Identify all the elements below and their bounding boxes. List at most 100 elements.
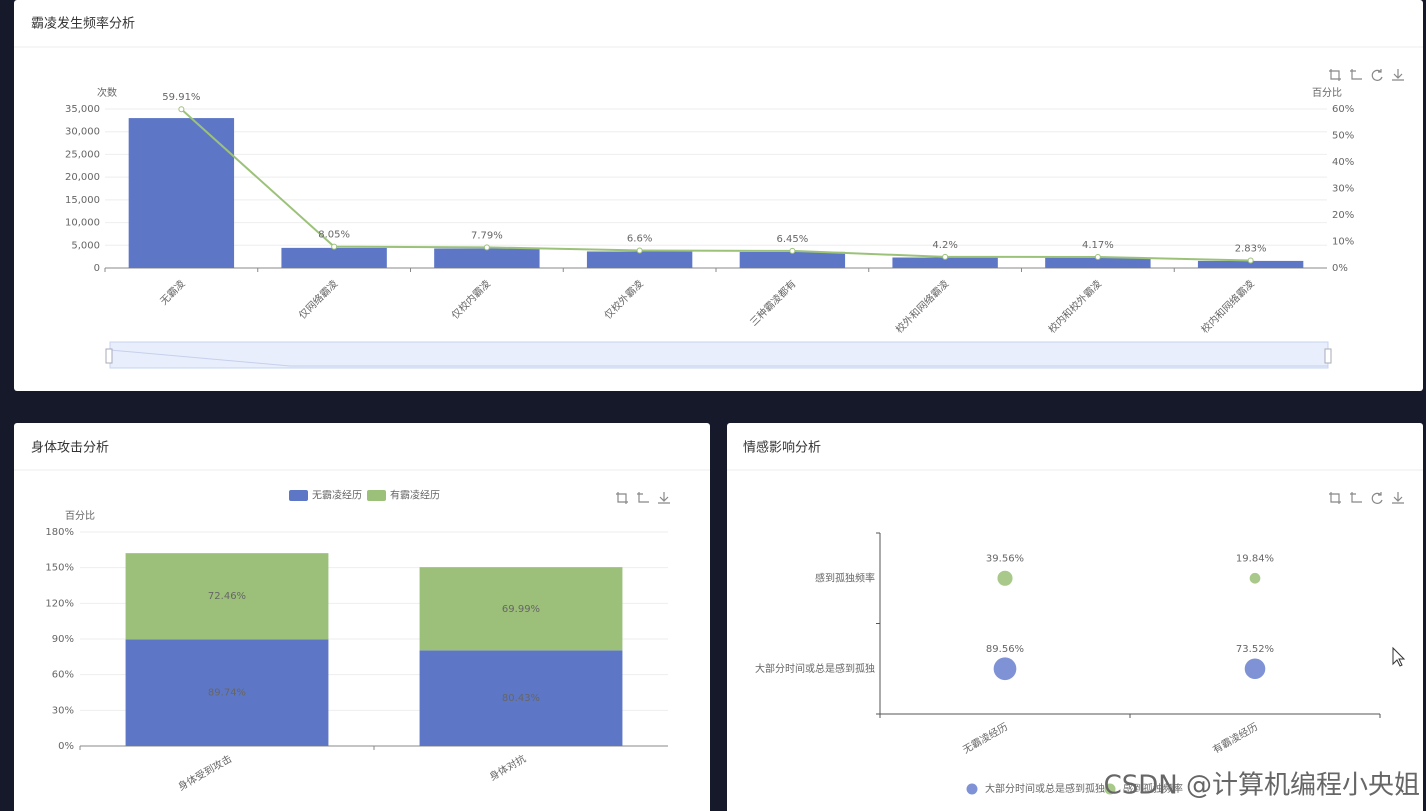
data-label: 89.74% bbox=[208, 688, 246, 699]
cursor bbox=[1392, 646, 1406, 667]
line-point bbox=[636, 247, 643, 254]
y-tick-label: 5,000 bbox=[71, 240, 100, 251]
data-zoom[interactable] bbox=[105, 341, 1332, 369]
data-label: 6.6% bbox=[627, 234, 652, 245]
y-tick-label: 25,000 bbox=[65, 149, 100, 160]
line-point bbox=[178, 106, 185, 113]
panel-title: 身体攻击分析 bbox=[31, 440, 109, 456]
legend-label[interactable]: 无霸凌经历 bbox=[312, 489, 362, 502]
watermark: CSDN @计算机编程小央姐 bbox=[1104, 771, 1420, 801]
bar bbox=[128, 118, 235, 268]
toolboxes bbox=[616, 69, 1404, 504]
toolbox-icon[interactable] bbox=[1350, 492, 1362, 503]
y2-tick-label: 40% bbox=[1332, 157, 1354, 168]
panel-title: 情感影响分析 bbox=[743, 440, 821, 456]
bar bbox=[892, 257, 998, 268]
line-point bbox=[942, 253, 949, 260]
toolbox-icon[interactable] bbox=[658, 492, 670, 504]
legend-label[interactable]: 感到孤独频率 bbox=[1123, 782, 1183, 795]
y-tick-label: 大部分时间或总是感到孤独 bbox=[755, 662, 875, 675]
line bbox=[180, 108, 1251, 262]
y-tick-label: 0 bbox=[94, 263, 100, 274]
y-tick-label: 30,000 bbox=[65, 127, 100, 138]
bar-segment bbox=[419, 567, 623, 651]
line-point bbox=[331, 243, 338, 250]
toolbox-icon[interactable] bbox=[1371, 492, 1383, 504]
y2-tick-label: 0% bbox=[1332, 263, 1348, 274]
y-tick-label: 60% bbox=[52, 670, 74, 681]
bar bbox=[434, 248, 540, 268]
bubble bbox=[1249, 572, 1261, 584]
data-label: 6.45% bbox=[776, 234, 808, 245]
data-label: 7.79% bbox=[471, 230, 503, 241]
bubble bbox=[1244, 658, 1266, 680]
data-label: 80.43% bbox=[502, 693, 540, 704]
data-label: 4.17% bbox=[1082, 240, 1114, 251]
y2-tick-label: 10% bbox=[1332, 237, 1354, 248]
toolbox-icon[interactable] bbox=[637, 492, 649, 503]
toolbox-icon[interactable] bbox=[1350, 69, 1362, 80]
legend-swatch[interactable] bbox=[367, 490, 386, 501]
data-label: 89.56% bbox=[986, 644, 1024, 655]
data-label: 4.2% bbox=[932, 240, 957, 251]
zoom-handle[interactable] bbox=[1324, 348, 1332, 364]
data-label: 72.46% bbox=[208, 591, 246, 602]
bubble bbox=[997, 570, 1013, 586]
y-tick-label: 120% bbox=[45, 598, 74, 609]
data-label: 69.99% bbox=[502, 604, 540, 615]
legend-swatch[interactable] bbox=[1104, 783, 1116, 795]
y-tick-label: 90% bbox=[52, 634, 74, 645]
zoom-track[interactable] bbox=[109, 341, 1329, 369]
line-point bbox=[1247, 257, 1254, 264]
y-tick-label: 180% bbox=[45, 527, 74, 538]
y2-tick-label: 20% bbox=[1332, 210, 1354, 221]
data-label: 8.05% bbox=[318, 230, 350, 241]
zoom-handle[interactable] bbox=[105, 348, 113, 364]
bubble bbox=[993, 657, 1017, 681]
legend-swatch[interactable] bbox=[966, 783, 978, 795]
bar bbox=[281, 247, 387, 268]
bar bbox=[739, 251, 846, 268]
zoom-preview bbox=[109, 349, 1328, 367]
data-label: 2.83% bbox=[1235, 244, 1267, 255]
toolbox-icon[interactable] bbox=[1392, 69, 1404, 81]
y-tick-label: 15,000 bbox=[65, 195, 100, 206]
y-tick-label: 30% bbox=[52, 705, 74, 716]
data-label: 39.56% bbox=[986, 553, 1024, 564]
axis-name: 百分比 bbox=[1312, 87, 1342, 99]
legend-label[interactable]: 有霸凌经历 bbox=[390, 489, 440, 502]
y-tick-label: 35,000 bbox=[65, 104, 100, 115]
legend-label[interactable]: 大部分时间或总是感到孤独 bbox=[985, 782, 1105, 795]
data-label: 73.52% bbox=[1236, 644, 1274, 655]
bar bbox=[1045, 257, 1151, 268]
y-tick-label: 150% bbox=[45, 563, 74, 574]
y-tick-label: 感到孤独频率 bbox=[815, 571, 875, 584]
panel bbox=[14, 0, 1423, 391]
toolbox-icon[interactable] bbox=[1329, 492, 1341, 504]
data-label: 59.91% bbox=[162, 92, 200, 103]
toolbox-icon[interactable] bbox=[1392, 492, 1404, 504]
axis-name: 次数 bbox=[97, 86, 117, 99]
y-tick-label: 20,000 bbox=[65, 172, 100, 183]
line-point bbox=[483, 244, 490, 251]
toolbox-icon[interactable] bbox=[616, 492, 628, 504]
legend-swatch[interactable] bbox=[289, 490, 308, 501]
panel-title: 霸凌发生频率分析 bbox=[31, 16, 135, 32]
bar-segment bbox=[125, 553, 329, 640]
y2-tick-label: 30% bbox=[1332, 184, 1354, 195]
line-point bbox=[789, 247, 796, 254]
bar bbox=[586, 251, 693, 268]
y-tick-label: 0% bbox=[58, 741, 74, 752]
panel bbox=[727, 423, 1423, 811]
toolbox-icon[interactable] bbox=[1329, 69, 1341, 81]
bar-segment bbox=[125, 639, 329, 746]
bar bbox=[1197, 260, 1304, 268]
y-tick-label: 10,000 bbox=[65, 218, 100, 229]
line-point bbox=[1094, 253, 1101, 260]
axis-name: 百分比 bbox=[65, 510, 95, 522]
toolbox-icon[interactable] bbox=[1371, 69, 1383, 81]
data-label: 19.84% bbox=[1236, 553, 1274, 564]
y2-tick-label: 50% bbox=[1332, 131, 1354, 142]
